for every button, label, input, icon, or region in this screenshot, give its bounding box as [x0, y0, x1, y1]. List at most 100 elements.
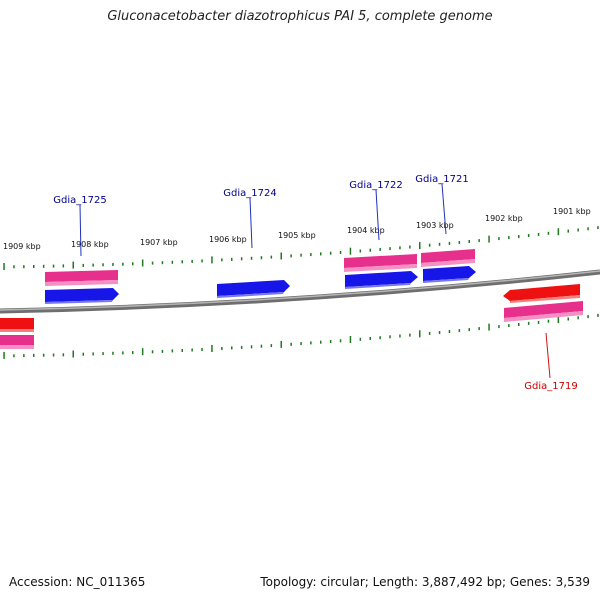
minor-tick — [82, 263, 84, 267]
gene-arrow-left-edge[interactable] — [0, 318, 34, 329]
major-tick — [3, 351, 5, 359]
minor-tick — [468, 328, 470, 332]
minor-tick — [369, 248, 371, 252]
gene-arrow-gdia-1725[interactable] — [45, 288, 119, 302]
minor-tick — [201, 259, 203, 263]
minor-tick — [13, 265, 15, 269]
major-tick — [419, 330, 421, 338]
minor-tick — [112, 263, 114, 266]
scale-label: 1901 kbp — [553, 207, 591, 216]
major-tick — [141, 348, 144, 356]
major-tick — [557, 316, 560, 324]
minor-tick — [409, 245, 411, 249]
minor-tick — [300, 342, 302, 346]
gene-label-gdia-1722[interactable]: Gdia_1722 — [349, 180, 402, 191]
gene-arrow-left-edge-shade — [0, 329, 34, 332]
scale-label: 1907 kbp — [140, 238, 178, 247]
minor-tick — [597, 313, 599, 317]
minor-tick — [161, 349, 164, 353]
minor-tick — [102, 263, 104, 267]
feature-bar[interactable] — [0, 335, 34, 345]
minor-tick — [161, 261, 164, 265]
minor-tick — [42, 264, 45, 268]
minor-tick — [518, 323, 520, 326]
minor-tick — [468, 240, 470, 243]
gene-label-gdia-1724[interactable]: Gdia_1724 — [223, 188, 276, 199]
feature-bar-shade — [421, 259, 475, 267]
minor-tick — [132, 351, 134, 355]
gene-arrow-gdia-1721[interactable] — [423, 266, 476, 281]
minor-tick — [112, 351, 114, 355]
inner-scale-ticks — [3, 313, 599, 359]
minor-tick — [399, 246, 401, 250]
forward-gene-track — [45, 266, 476, 304]
leader-line — [249, 197, 253, 249]
gene-arrow-gdia-1722[interactable] — [345, 271, 418, 287]
minor-tick — [231, 346, 233, 350]
major-tick — [72, 350, 74, 358]
major-tick — [557, 228, 560, 236]
minor-tick — [191, 259, 193, 263]
minor-tick — [498, 325, 500, 329]
minor-tick — [310, 253, 312, 257]
gene-arrow-gdia-1719[interactable] — [503, 284, 580, 301]
major-tick — [488, 235, 490, 243]
minor-tick — [231, 257, 233, 261]
minor-tick — [240, 345, 243, 349]
minor-tick — [310, 341, 312, 345]
minor-tick — [379, 336, 381, 340]
minor-tick — [221, 258, 223, 262]
minor-tick — [151, 261, 154, 265]
feature-bar-shade — [0, 345, 34, 349]
gene-label-gdia-1725[interactable]: Gdia_1725 — [53, 195, 106, 206]
minor-tick — [428, 243, 431, 247]
minor-tick — [448, 241, 451, 245]
feature-bar-shade — [504, 311, 583, 322]
minor-tick — [379, 247, 381, 251]
minor-tick — [62, 264, 65, 268]
gene-label-gdia-1721[interactable]: Gdia_1721 — [415, 174, 468, 185]
minor-tick — [260, 256, 263, 260]
minor-tick — [270, 255, 273, 259]
leader-line — [545, 332, 551, 379]
feature-bar-shade — [344, 264, 417, 272]
feature-bar[interactable] — [45, 270, 118, 282]
minor-tick — [577, 228, 579, 232]
major-tick — [419, 242, 421, 250]
scale-label: 1908 kbp — [71, 240, 109, 249]
accession-text: Accession: NC_011365 — [9, 575, 146, 589]
minor-tick — [399, 334, 401, 338]
feature-bar[interactable] — [504, 301, 583, 318]
minor-tick — [13, 354, 15, 358]
minor-tick — [221, 347, 223, 350]
minor-tick — [537, 232, 540, 236]
minor-tick — [250, 256, 253, 260]
minor-tick — [498, 237, 500, 241]
minor-tick — [171, 349, 174, 353]
gene-arrow-gdia-1725-shade — [45, 300, 113, 304]
major-tick — [141, 259, 144, 267]
minor-tick — [587, 227, 589, 231]
minor-tick — [448, 330, 451, 333]
gene-arrow-gdia-1724-shade — [217, 292, 284, 298]
major-tick — [280, 340, 282, 348]
feature-bar-shade — [45, 280, 118, 286]
gene-label-gdia-1719[interactable]: Gdia_1719 — [524, 381, 577, 392]
minor-tick — [171, 260, 174, 264]
minor-tick — [547, 319, 550, 323]
gene-label-leaders — [79, 183, 551, 379]
minor-tick — [458, 329, 461, 333]
minor-tick — [369, 337, 371, 340]
major-tick — [488, 323, 490, 331]
minor-tick — [122, 351, 124, 355]
gene-arrow-gdia-1724[interactable] — [217, 280, 290, 296]
minor-tick — [389, 247, 391, 251]
feature-bar[interactable] — [344, 254, 417, 268]
leader-line — [441, 183, 447, 235]
gene-arrow-gdia-1722-shade — [345, 283, 411, 289]
minor-tick — [52, 353, 55, 357]
minor-tick — [300, 253, 302, 257]
feature-bar[interactable] — [421, 249, 475, 263]
